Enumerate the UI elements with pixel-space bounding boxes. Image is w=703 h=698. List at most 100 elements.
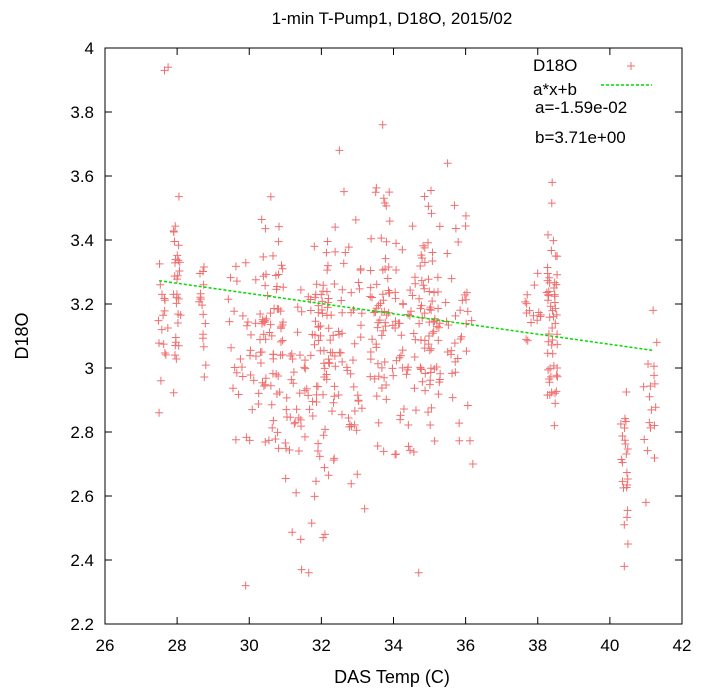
data-point — [451, 357, 460, 366]
data-point — [312, 397, 321, 406]
data-point — [366, 372, 375, 381]
data-point — [304, 568, 313, 577]
data-point — [617, 455, 626, 464]
data-point — [261, 224, 270, 233]
data-point — [271, 435, 280, 444]
data-point — [329, 456, 338, 465]
data-point — [155, 259, 164, 268]
data-point — [234, 390, 243, 399]
annotation-b: b=3.71e+00 — [535, 128, 626, 147]
data-point — [286, 351, 295, 360]
data-point — [354, 397, 363, 406]
data-point — [550, 421, 559, 430]
data-point — [425, 380, 434, 389]
data-point — [314, 323, 323, 332]
data-point — [460, 290, 469, 299]
data-point — [548, 178, 557, 187]
data-point — [547, 199, 556, 208]
data-point — [268, 423, 277, 432]
data-point — [353, 470, 362, 479]
data-point — [370, 308, 379, 317]
data-point — [430, 436, 439, 445]
data-point — [336, 348, 345, 357]
data-point — [274, 237, 283, 246]
data-point — [160, 66, 169, 75]
data-point — [428, 329, 437, 338]
data-point — [304, 391, 313, 400]
data-point — [616, 420, 625, 429]
data-point — [273, 282, 282, 291]
data-point — [238, 311, 247, 320]
data-point — [156, 376, 165, 385]
data-point — [392, 266, 401, 275]
data-point — [341, 248, 350, 257]
data-point — [338, 357, 347, 366]
x-tick-label: 42 — [673, 636, 692, 655]
data-point — [174, 294, 183, 303]
data-point — [227, 343, 236, 352]
y-tick-label: 3 — [85, 359, 94, 378]
y-tick-label: 3.2 — [70, 295, 94, 314]
data-point — [314, 336, 323, 345]
data-point — [455, 419, 464, 428]
data-point — [424, 275, 433, 284]
data-point — [274, 444, 283, 453]
data-point — [550, 298, 559, 307]
data-point — [620, 436, 629, 445]
data-point — [317, 306, 326, 315]
data-point — [621, 439, 630, 448]
data-point — [330, 382, 339, 391]
data-point — [169, 388, 178, 397]
y-tick-label: 2.2 — [70, 615, 94, 634]
data-point — [261, 374, 270, 383]
data-point — [462, 347, 471, 356]
data-point — [279, 318, 288, 327]
data-point — [389, 371, 398, 380]
data-point — [551, 399, 560, 408]
data-point — [290, 419, 299, 428]
data-point — [623, 445, 632, 454]
x-tick-label: 28 — [168, 636, 187, 655]
data-point — [276, 322, 285, 331]
annotation-a: a=-1.59e-02 — [535, 98, 627, 117]
data-point — [287, 349, 296, 358]
data-point — [455, 436, 464, 445]
data-point — [311, 477, 320, 486]
data-point — [461, 222, 470, 231]
data-point — [311, 317, 320, 326]
data-point — [331, 362, 340, 371]
data-point — [171, 333, 180, 342]
data-point — [292, 405, 301, 414]
data-point — [408, 222, 417, 231]
data-point — [196, 269, 204, 278]
data-point — [259, 330, 268, 339]
data-point — [329, 398, 338, 407]
data-point — [416, 262, 425, 270]
data-point — [322, 248, 331, 257]
data-point — [331, 223, 340, 232]
data-point — [546, 364, 555, 373]
data-point — [427, 344, 436, 353]
data-point — [374, 418, 383, 427]
data-point — [392, 356, 401, 365]
data-point — [419, 281, 428, 290]
data-point — [372, 392, 381, 401]
data-point — [172, 290, 181, 299]
data-point — [652, 338, 661, 347]
data-point — [536, 312, 545, 321]
data-point — [262, 314, 271, 323]
data-point — [414, 568, 423, 577]
data-point — [549, 236, 558, 245]
data-point — [543, 391, 552, 400]
data-point — [372, 340, 381, 349]
data-point — [408, 291, 417, 300]
data-point — [232, 368, 241, 377]
data-point — [350, 407, 359, 416]
data-point — [409, 447, 418, 456]
data-point — [344, 243, 353, 252]
data-point — [373, 359, 382, 368]
data-point — [199, 310, 208, 319]
data-point — [372, 280, 381, 289]
data-point — [306, 351, 315, 360]
data-point — [313, 382, 322, 391]
